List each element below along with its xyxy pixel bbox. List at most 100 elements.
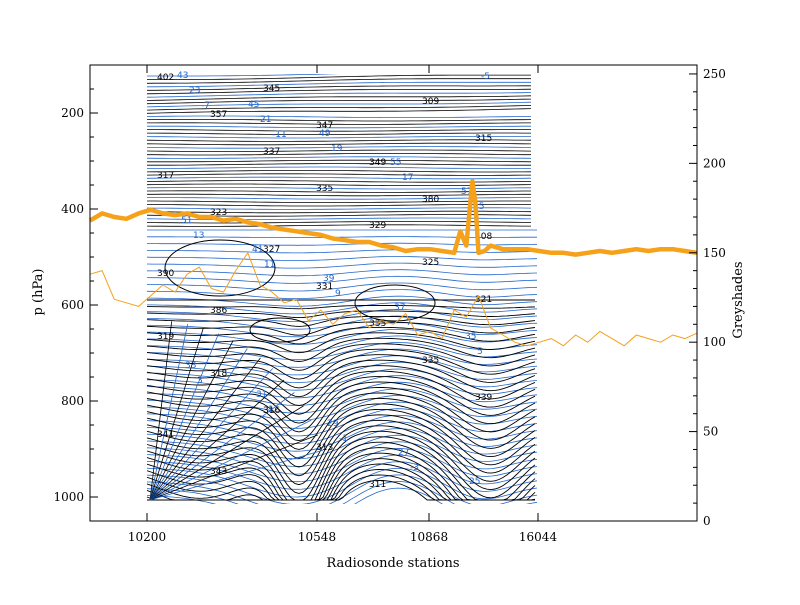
theta-contour	[147, 190, 531, 193]
theta-contour	[164, 239, 276, 297]
contour-label: 21	[260, 115, 271, 125]
theta-contour	[147, 81, 531, 88]
theta-contour	[146, 343, 536, 371]
theta-contour	[149, 449, 324, 501]
theta-contour	[146, 376, 536, 424]
theta-contour	[146, 187, 531, 190]
theta-contour	[146, 149, 532, 152]
theta-contour	[149, 327, 204, 501]
contour-label: 45	[248, 100, 259, 110]
contour-label: 41	[252, 245, 263, 255]
theta-contour	[146, 166, 532, 169]
wind-contour	[146, 275, 538, 284]
y2-tick-label: 250	[703, 67, 726, 81]
y-tick-label: 1000	[53, 490, 84, 504]
theta-contour	[149, 348, 248, 501]
contour-label: 15	[473, 202, 484, 212]
theta-contour	[146, 332, 536, 354]
contour-label: 316	[263, 406, 280, 416]
theta-contour	[146, 408, 536, 477]
theta-contour	[147, 129, 531, 132]
contour-label: 315	[475, 134, 492, 144]
contour-label: 357	[210, 110, 227, 120]
theta-contour	[149, 434, 318, 501]
wind-contour	[146, 487, 444, 504]
contour-label: 5	[477, 347, 483, 357]
theta-contour	[146, 78, 531, 84]
y2-tick-label: 0	[703, 514, 711, 528]
theta-contour	[149, 419, 312, 501]
contour-label: 333	[369, 319, 386, 329]
theta-contour	[147, 197, 531, 200]
theta-contour	[147, 119, 532, 122]
contour-label: 329	[369, 221, 386, 231]
y2-tick-label: 100	[703, 335, 726, 349]
contour-label: 345	[263, 84, 280, 94]
theta-contour	[146, 392, 536, 450]
theta-contour	[146, 183, 532, 186]
theta-contour	[146, 359, 536, 398]
contour-label: 386	[210, 306, 227, 316]
theta-contour	[146, 139, 532, 142]
theta-contour	[354, 284, 436, 322]
theta-contour	[149, 379, 285, 501]
theta-contour	[147, 85, 531, 91]
contour-label: 343	[210, 467, 227, 477]
theta-contour	[146, 101, 532, 108]
theta-contour	[147, 193, 531, 197]
theta-contour	[146, 173, 531, 176]
contour-label: 29	[327, 419, 339, 429]
x-tick-label: 10868	[410, 530, 448, 544]
contour-lines	[146, 74, 538, 504]
y-tick-label: 200	[61, 106, 84, 120]
y-tick-label: 400	[61, 202, 84, 216]
contour-label: 51	[181, 216, 192, 226]
contour-label: 317	[157, 171, 174, 181]
theta-contour	[146, 170, 532, 173]
contour-label: 19	[331, 144, 343, 154]
wind-contour	[146, 428, 538, 460]
theta-contour	[146, 180, 532, 183]
plot-frame	[89, 64, 698, 522]
contour-label: 11	[264, 260, 275, 270]
theta-contour	[147, 122, 531, 125]
contour-labels: 4023573373353293253213193183163133113093…	[157, 71, 492, 490]
theta-contour	[146, 146, 532, 149]
theta-contour	[146, 315, 536, 327]
wind-contour	[146, 401, 538, 429]
contour-label: 337	[263, 147, 280, 157]
theta-contour	[147, 74, 340, 77]
theta-contour	[146, 142, 532, 146]
theta-contour	[146, 92, 532, 98]
theta-contour	[149, 340, 234, 501]
y-tick-label: 800	[61, 394, 84, 408]
wind-contour	[147, 282, 538, 292]
contour-label: 331	[316, 282, 333, 292]
theta-contour	[147, 153, 531, 156]
contour-label: 3	[197, 376, 203, 386]
wind-contour	[146, 256, 538, 261]
theta-contour	[146, 321, 536, 336]
theta-contour	[146, 224, 531, 227]
contour-label: -5	[481, 72, 490, 82]
greyshade-series-layer	[88, 178, 698, 347]
contour-label: 313	[316, 443, 333, 453]
contour-label: 55	[390, 158, 401, 168]
theta-contour	[146, 354, 536, 389]
theta-contour	[146, 95, 532, 101]
contour-label: 402	[157, 73, 174, 83]
contour-label: 327	[263, 245, 280, 255]
theta-contour	[149, 368, 274, 501]
theta-contour	[146, 210, 532, 214]
wind-contour	[146, 461, 538, 498]
theta-contour	[146, 387, 536, 442]
right-y-axis-label: Greyshades	[731, 261, 746, 338]
theta-contour	[147, 163, 531, 166]
wind-contour	[146, 481, 538, 504]
theta-contour	[147, 115, 532, 118]
theta-contour	[147, 305, 536, 310]
theta-contour	[146, 221, 532, 224]
theta-contour	[147, 159, 532, 163]
contour-label: 335	[316, 184, 333, 194]
